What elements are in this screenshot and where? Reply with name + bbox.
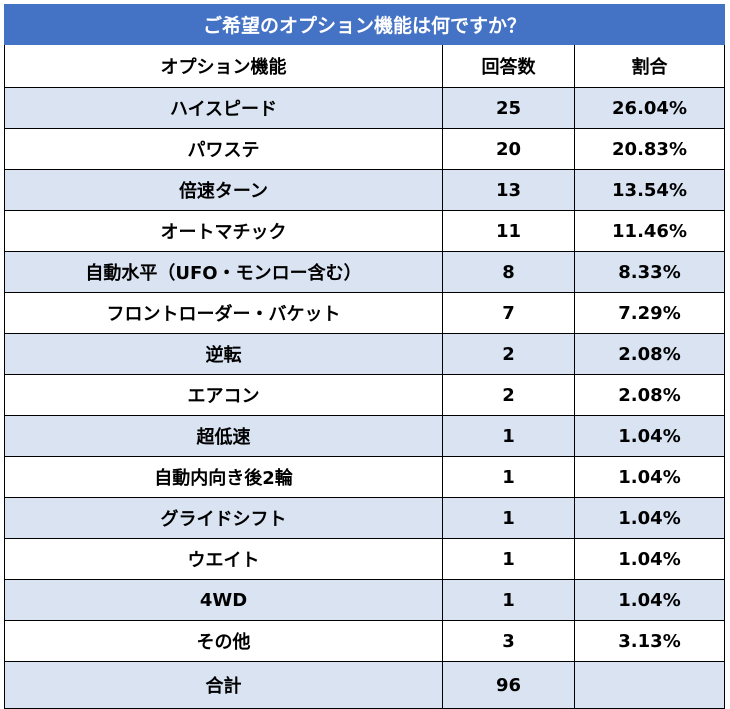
option-features-table: ご希望のオプション機能は何ですか？ オプション機能 回答数 割合 ハイスピード 2…: [3, 4, 726, 709]
percent-cell: 1.04%: [573, 415, 726, 457]
total-label-cell: 合計: [4, 661, 443, 709]
column-header-count: 回答数: [442, 44, 575, 88]
count-cell: 1: [442, 579, 575, 621]
feature-cell: 自動水平（UFO・モンロー含む）: [4, 251, 443, 293]
percent-cell: 2.08%: [573, 374, 726, 416]
count-cell: 1: [442, 456, 575, 498]
column-header-row: オプション機能 回答数 割合: [4, 44, 726, 88]
count-cell: 1: [442, 497, 575, 539]
column-header-percent: 割合: [573, 44, 726, 88]
table-row: 自動水平（UFO・モンロー含む） 8 8.33%: [4, 251, 726, 293]
table-row: ハイスピード 25 26.04%: [4, 87, 726, 129]
table-row: 自動内向き後2輪 1 1.04%: [4, 456, 726, 498]
feature-cell: パワステ: [4, 128, 443, 170]
count-cell: 1: [442, 415, 575, 457]
percent-cell: 11.46%: [573, 210, 726, 252]
percent-cell: 3.13%: [573, 620, 726, 662]
percent-cell: 2.08%: [573, 333, 726, 375]
percent-cell: 1.04%: [573, 579, 726, 621]
percent-cell: 1.04%: [573, 538, 726, 580]
table-title-row: ご希望のオプション機能は何ですか？: [3, 4, 726, 45]
feature-cell: 逆転: [4, 333, 443, 375]
table-row: 逆転 2 2.08%: [4, 333, 726, 375]
count-cell: 1: [442, 538, 575, 580]
count-cell: 11: [442, 210, 575, 252]
feature-cell: エアコン: [4, 374, 443, 416]
feature-cell: 自動内向き後2輪: [4, 456, 443, 498]
percent-cell: 8.33%: [573, 251, 726, 293]
total-count-cell: 96: [442, 661, 575, 709]
table-row: オートマチック 11 11.46%: [4, 210, 726, 252]
table-row: グライドシフト 1 1.04%: [4, 497, 726, 539]
feature-cell: 4WD: [4, 579, 443, 621]
count-cell: 20: [442, 128, 575, 170]
table-row: パワステ 20 20.83%: [4, 128, 726, 170]
feature-cell: ウエイト: [4, 538, 443, 580]
table-row: 倍速ターン 13 13.54%: [4, 169, 726, 211]
feature-cell: フロントローダー・バケット: [4, 292, 443, 334]
table-row: ウエイト 1 1.04%: [4, 538, 726, 580]
percent-cell: 1.04%: [573, 456, 726, 498]
feature-cell: 倍速ターン: [4, 169, 443, 211]
count-cell: 7: [442, 292, 575, 334]
feature-cell: オートマチック: [4, 210, 443, 252]
percent-cell: 26.04%: [573, 87, 726, 129]
total-percent-cell: [573, 661, 726, 709]
table-row: その他 3 3.13%: [4, 620, 726, 662]
count-cell: 25: [442, 87, 575, 129]
count-cell: 8: [442, 251, 575, 293]
feature-cell: ハイスピード: [4, 87, 443, 129]
count-cell: 13: [442, 169, 575, 211]
total-row: 合計 96: [4, 661, 726, 709]
percent-cell: 20.83%: [573, 128, 726, 170]
percent-cell: 1.04%: [573, 497, 726, 539]
feature-cell: その他: [4, 620, 443, 662]
table-title: ご希望のオプション機能は何ですか？: [3, 4, 726, 45]
table-row: 超低速 1 1.04%: [4, 415, 726, 457]
percent-cell: 7.29%: [573, 292, 726, 334]
count-cell: 3: [442, 620, 575, 662]
count-cell: 2: [442, 374, 575, 416]
feature-cell: 超低速: [4, 415, 443, 457]
column-header-feature: オプション機能: [4, 44, 443, 88]
feature-cell: グライドシフト: [4, 497, 443, 539]
percent-cell: 13.54%: [573, 169, 726, 211]
table-row: 4WD 1 1.04%: [4, 579, 726, 621]
table-row: フロントローダー・バケット 7 7.29%: [4, 292, 726, 334]
count-cell: 2: [442, 333, 575, 375]
survey-table-container: ご希望のオプション機能は何ですか？ オプション機能 回答数 割合 ハイスピード 2…: [3, 4, 726, 709]
table-row: エアコン 2 2.08%: [4, 374, 726, 416]
